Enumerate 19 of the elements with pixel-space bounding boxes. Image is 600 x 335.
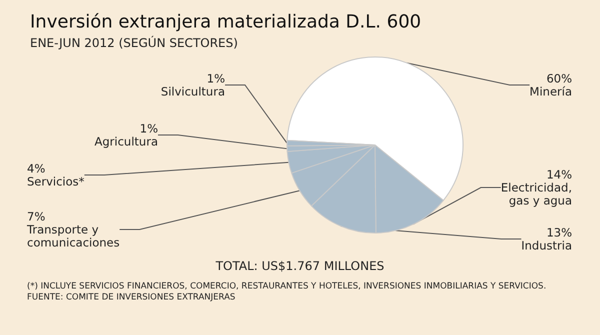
slice-label: Servicios* xyxy=(27,174,85,188)
slice-label: Silvicultura xyxy=(160,84,225,98)
slice-label: Agricultura xyxy=(94,134,158,148)
data-label: 1% xyxy=(140,122,158,136)
data-label: 60% xyxy=(546,72,572,86)
chart-title: Inversión extranjera materializada D.L. 600 xyxy=(30,12,422,32)
slice-label: Minería xyxy=(530,84,572,98)
slice-label: Electricidad, gas y agua xyxy=(500,180,572,208)
data-label: 14% xyxy=(546,168,572,182)
data-label: 13% xyxy=(546,226,572,240)
text: TOTAL: US$1.767 MILLONES xyxy=(214,259,384,273)
data-label: 7% xyxy=(27,210,46,224)
chart-subtitle: ENE-JUN 2012 (SEGÚN SECTORES) xyxy=(30,35,238,50)
source-note: FUENTE: COMITE DE INVERSIONES EXTRANJERAS xyxy=(27,292,236,302)
slice-label: Transporte y comunicaciones xyxy=(26,222,120,250)
data-label: 1% xyxy=(206,72,226,86)
slice-label: Industria xyxy=(521,238,572,252)
data-label: 4% xyxy=(27,162,46,176)
text: (*) INCLUYE SERVICIOS FINANCIEROS, COMERCIO, RESTAURANTES Y HOTELES, INVERSIONES INMOBILIARIAS Y SERVICIOS. xyxy=(27,282,546,292)
